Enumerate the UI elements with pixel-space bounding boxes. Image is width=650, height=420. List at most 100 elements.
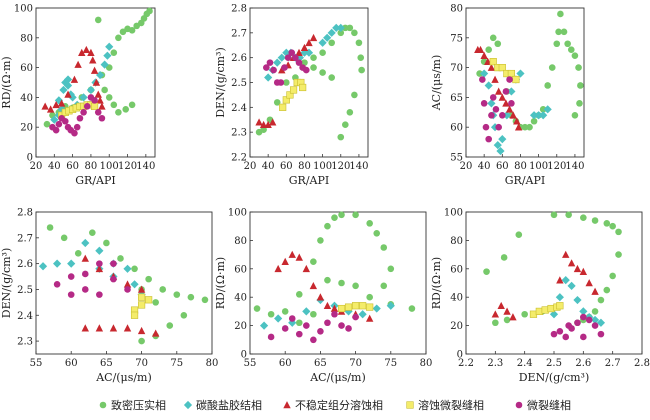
data-point — [41, 102, 49, 110]
plot-frame — [465, 7, 585, 158]
data-point — [557, 10, 564, 18]
data-point — [590, 315, 600, 325]
data-point — [580, 214, 587, 221]
y-tick-label: 40 — [450, 293, 463, 304]
data-point — [380, 244, 388, 251]
legend: 致密压实相 碳酸盐胶结相 不稳定组分溶蚀相 溶蚀微裂缝相 微裂缝相 — [99, 398, 571, 412]
x-tick-label: 140 — [349, 161, 368, 172]
data-point — [63, 75, 73, 84]
series-微裂缝相 — [267, 310, 359, 344]
y-axis-label: AC/(μs/m) — [430, 55, 443, 112]
data-point — [96, 291, 103, 298]
data-point — [274, 264, 282, 273]
data-point — [489, 94, 497, 101]
data-point — [337, 133, 345, 141]
data-point — [81, 286, 89, 293]
data-point — [498, 64, 506, 72]
data-point — [295, 253, 303, 261]
y-tick-label: 60 — [450, 123, 463, 134]
data-point — [123, 264, 132, 273]
panel-5: 55 60 65 70 75 80 0 20 40 60 80 100 AC/(μs/m) RD/(Ω·m… — [214, 208, 432, 385]
data-point — [580, 333, 587, 341]
data-point — [380, 282, 388, 290]
data-point — [479, 76, 486, 83]
x-tick-label: 20 — [460, 161, 473, 172]
x-axis-label: GR/API — [289, 174, 329, 187]
data-point — [372, 304, 381, 313]
data-point — [562, 333, 570, 341]
y-axis-label: RD/(Ω·m) — [430, 257, 443, 309]
data-point — [496, 146, 505, 156]
data-point — [386, 301, 395, 310]
data-point — [253, 305, 261, 312]
x-tick-label: 120 — [547, 161, 566, 172]
data-point — [317, 327, 324, 335]
data-point — [90, 102, 99, 110]
x-tick-label: 40 — [262, 161, 275, 172]
legend-label: 微裂缝相 — [527, 398, 571, 412]
data-point — [131, 265, 138, 273]
data-point — [491, 75, 499, 83]
data-point — [500, 254, 508, 261]
y-tick-label: 2.4 — [231, 103, 247, 114]
data-point — [137, 326, 146, 335]
x-tick-label: 2.8 — [634, 358, 650, 369]
data-point — [544, 82, 551, 89]
data-point — [480, 69, 489, 78]
data-point — [556, 327, 564, 335]
data-point — [309, 33, 318, 42]
data-point — [281, 308, 289, 315]
data-point — [282, 96, 290, 104]
data-point — [89, 229, 96, 236]
panel-4: 55 60 65 70 75 80 2.3 2.4 2.5 2.6 2.7 2.8 AC/(μs/m) D… — [0, 208, 218, 385]
data-point — [489, 34, 497, 42]
data-point — [260, 126, 267, 133]
data-point — [166, 322, 174, 329]
legend-label: 溶蚀微裂缝相 — [418, 398, 484, 412]
data-point — [128, 27, 136, 34]
y-tick-label: 0 — [241, 350, 247, 361]
data-point — [507, 87, 516, 96]
x-tick-label: 80 — [514, 161, 527, 172]
y-tick-label: 70 — [450, 63, 463, 74]
panel-2: 20 40 60 80 100 120 140 2.2 2.3 2.4 2.5 2.6 2.7 2.8 GR… — [214, 4, 368, 188]
x-tick-label: 2.6 — [575, 358, 591, 369]
data-point — [489, 58, 497, 66]
x-axis-label: AC/(μs/m) — [95, 371, 152, 384]
data-point — [512, 75, 520, 84]
data-point — [567, 281, 576, 290]
data-point — [295, 291, 303, 298]
y-tick-label: 80 — [234, 236, 247, 247]
data-point — [81, 254, 89, 262]
data-point — [358, 310, 367, 319]
y-tick-label: 0 — [27, 153, 33, 164]
panel-6: 2.2 2.3 2.4 2.5 2.6 2.7 2.8 0 20 40 60 80 100 DEN/(g/… — [430, 208, 650, 385]
data-point — [580, 313, 587, 321]
x-tick-label: 80 — [85, 161, 98, 172]
data-point — [603, 286, 611, 294]
data-point — [146, 7, 153, 15]
data-point — [576, 100, 583, 107]
data-point — [543, 105, 552, 114]
data-point — [81, 270, 89, 278]
x-tick-label: 2.4 — [517, 358, 533, 369]
data-point — [78, 48, 86, 56]
x-tick-label: 20 — [244, 161, 257, 172]
legend-label: 不稳定组分溶蚀相 — [295, 398, 383, 412]
y-tick-label: 2.5 — [231, 78, 247, 89]
data-point — [100, 60, 109, 69]
data-point — [302, 264, 311, 273]
data-point — [337, 304, 346, 313]
legend-marker — [406, 401, 414, 409]
data-point — [579, 307, 588, 316]
data-point — [288, 318, 297, 327]
data-point — [95, 70, 105, 80]
x-tick-label: 20 — [30, 161, 43, 172]
y-tick-label: 2.4 — [17, 311, 33, 322]
data-point — [273, 58, 282, 67]
data-point — [94, 109, 102, 116]
data-point — [152, 299, 159, 306]
data-point — [609, 222, 616, 230]
data-point — [574, 319, 581, 327]
data-point — [487, 63, 496, 71]
